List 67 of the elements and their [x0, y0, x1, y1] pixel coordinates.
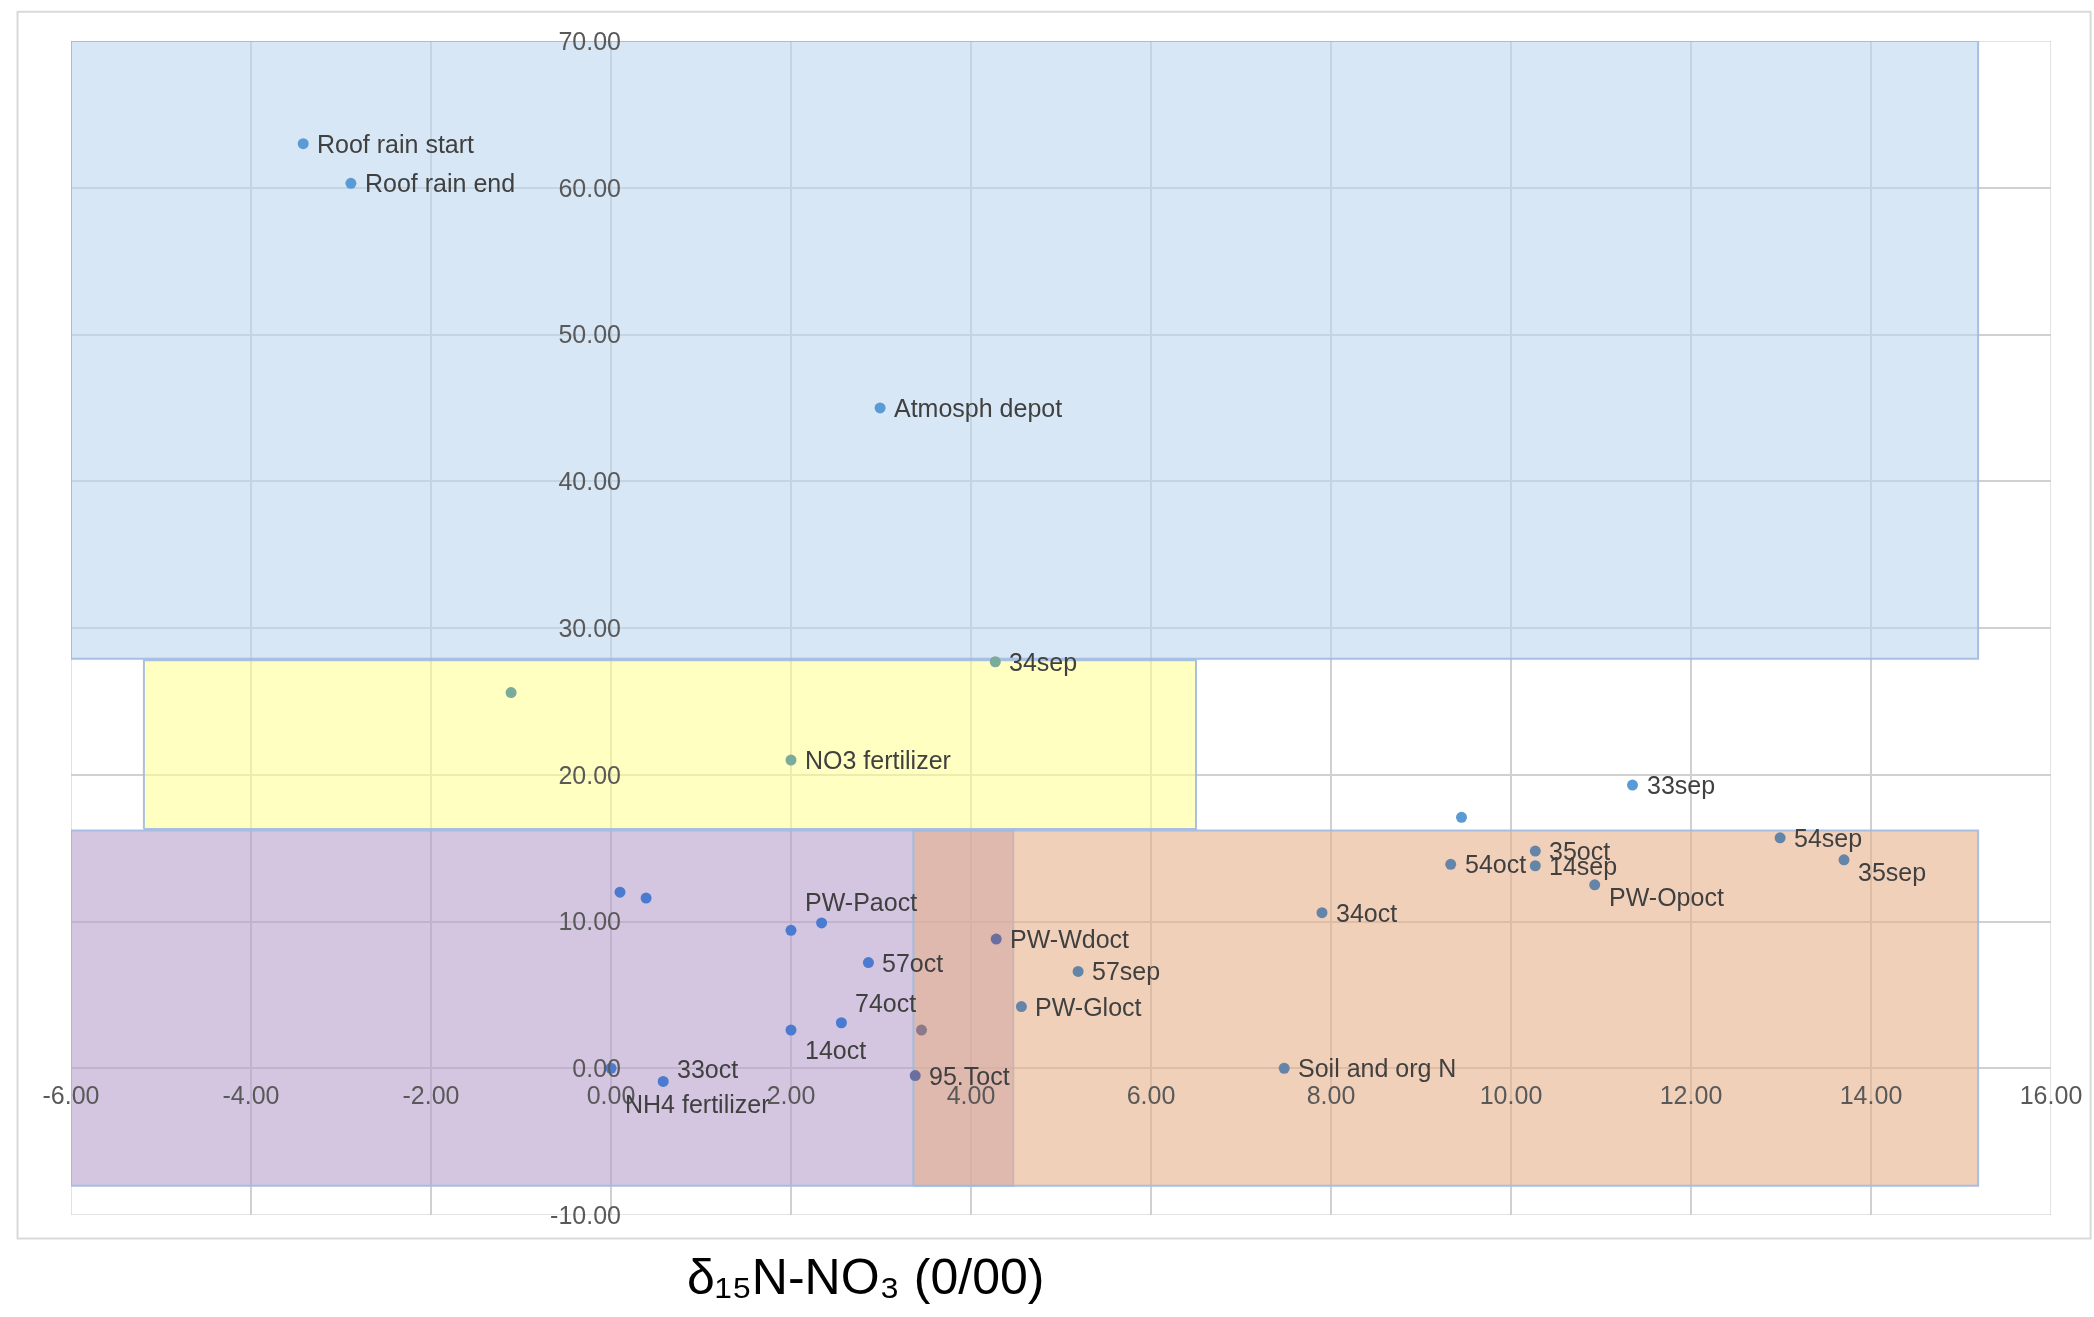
point — [816, 917, 828, 929]
point — [862, 957, 874, 969]
y-tick-label: 20.00 — [558, 760, 621, 789]
annotation: 57sep — [1092, 957, 1161, 985]
point — [1278, 1062, 1290, 1074]
point — [657, 1075, 669, 1087]
point — [916, 1024, 927, 1036]
point — [1774, 832, 1786, 844]
point — [989, 656, 1001, 668]
point — [1445, 858, 1457, 870]
x-tick-label: 14.00 — [1839, 1081, 1903, 1110]
point — [1838, 854, 1850, 866]
x-tick-label: 12.00 — [1659, 1081, 1723, 1110]
annotation: PW-Wdoct — [1010, 925, 1130, 953]
point — [614, 886, 626, 898]
x-tick-label: -6.00 — [42, 1081, 100, 1110]
point — [990, 933, 1002, 945]
point — [835, 1017, 847, 1029]
annotation: PW-Opoct — [1609, 883, 1724, 911]
y-tick-label: 40.00 — [558, 467, 621, 495]
y-tick-label: -10.00 — [550, 1200, 621, 1229]
point — [1529, 845, 1541, 857]
y-tick-label: 60.00 — [558, 173, 621, 202]
x-tick-label: -2.00 — [402, 1081, 460, 1110]
x-axis-title: δ₁₅N-NO₃ (0/00) — [687, 1249, 1045, 1305]
point — [909, 1070, 921, 1082]
annotation: 35sep — [1858, 858, 1927, 886]
point — [505, 687, 517, 699]
annotation: 33oct — [677, 1055, 739, 1083]
point — [785, 924, 797, 936]
annotation: 74oct — [855, 989, 917, 1017]
annotation: Roof rain end — [365, 169, 516, 197]
annotation: 33sep — [1647, 771, 1716, 799]
point — [1072, 965, 1084, 977]
annotation: 54sep — [1794, 824, 1863, 852]
x-tick-label: 8.00 — [1306, 1081, 1356, 1110]
annotation: 34sep — [1009, 648, 1078, 676]
y-tick-label: 10.00 — [558, 907, 621, 936]
annotation: Atmosph depot — [894, 394, 1063, 422]
annotation: PW-Paoct — [805, 888, 918, 916]
point — [1015, 1001, 1027, 1013]
annotation: 34oct — [1336, 899, 1398, 927]
x-tick-label: 16.00 — [2019, 1081, 2083, 1110]
x-tick-label: 10.00 — [1479, 1081, 1543, 1110]
annotation: PW-Gloct — [1035, 993, 1142, 1021]
point — [297, 138, 309, 150]
y-tick-label: 50.00 — [558, 320, 621, 349]
point — [785, 1024, 797, 1036]
point — [1529, 860, 1541, 872]
y-tick-label: 30.00 — [558, 613, 621, 642]
y-tick-label: 70.00 — [558, 26, 621, 55]
point — [1316, 907, 1328, 919]
point — [1589, 879, 1601, 891]
annotation: 54oct — [1465, 850, 1527, 878]
x-tick-label: 6.00 — [1126, 1081, 1176, 1110]
annotation: 14oct — [805, 1036, 867, 1064]
point — [1456, 811, 1467, 823]
annotation: 57oct — [882, 949, 944, 977]
annotation: NO3 fertilizer — [805, 746, 951, 774]
annotation: Soil and org N — [1298, 1054, 1457, 1082]
x-tick-label: -4.00 — [222, 1081, 280, 1110]
point — [345, 177, 357, 189]
point — [874, 402, 886, 414]
point — [640, 892, 652, 904]
point — [1627, 779, 1638, 791]
annotation: Roof rain start — [317, 130, 475, 158]
point — [785, 754, 797, 766]
